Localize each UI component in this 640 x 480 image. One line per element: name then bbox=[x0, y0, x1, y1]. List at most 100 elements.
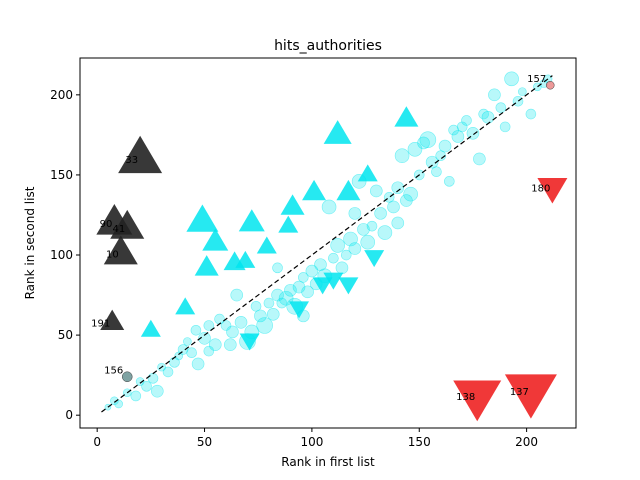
data-point bbox=[400, 194, 413, 207]
plot-frame bbox=[79, 57, 577, 429]
data-point bbox=[348, 242, 362, 255]
data-point bbox=[263, 297, 275, 309]
triangle-up-point bbox=[235, 250, 256, 268]
data-point bbox=[186, 347, 197, 359]
data-point bbox=[114, 399, 123, 409]
triangle-up-point bbox=[238, 209, 265, 232]
highlight-triangle-down bbox=[537, 178, 568, 204]
data-point bbox=[456, 121, 468, 133]
point-label: 138 bbox=[456, 392, 475, 403]
triangle-up-point bbox=[323, 120, 352, 144]
data-point bbox=[499, 121, 511, 133]
highlight-triangle-up bbox=[103, 235, 138, 265]
data-point bbox=[370, 184, 383, 198]
y-tick-label: 100 bbox=[50, 248, 73, 262]
data-point bbox=[403, 186, 418, 202]
axis-ticks: 0 50 100 150 200 0 50 100 150 200 bbox=[50, 88, 538, 449]
data-point bbox=[224, 338, 237, 352]
data-point bbox=[298, 272, 309, 283]
data-point bbox=[305, 264, 319, 278]
point-label: 90 bbox=[100, 219, 113, 230]
data-point bbox=[183, 337, 192, 346]
triangle-down-point bbox=[239, 333, 260, 351]
data-point bbox=[141, 381, 152, 392]
data-point bbox=[335, 261, 349, 275]
data-point bbox=[203, 345, 215, 357]
point-label: 157 bbox=[527, 74, 546, 85]
highlight-triangle-up bbox=[100, 309, 125, 331]
data-point bbox=[250, 300, 262, 312]
data-point bbox=[348, 207, 362, 220]
data-point bbox=[208, 338, 222, 352]
data-point bbox=[328, 252, 339, 264]
data-point bbox=[254, 309, 267, 323]
data-point bbox=[366, 220, 378, 232]
triangle-down-point bbox=[312, 277, 333, 295]
x-axis-label: Rank in first list bbox=[281, 455, 375, 469]
triangle-up-point bbox=[336, 179, 361, 201]
highlight-triangle-down bbox=[504, 374, 557, 419]
chart-title: hits_authorities bbox=[274, 38, 382, 54]
data-point bbox=[284, 283, 297, 297]
data-point bbox=[481, 110, 495, 124]
data-point bbox=[435, 150, 447, 162]
data-point bbox=[417, 136, 430, 150]
triangle-up-point bbox=[256, 236, 277, 254]
data-point bbox=[234, 315, 248, 329]
triangle-down-point bbox=[338, 277, 359, 295]
point-label: 191 bbox=[91, 318, 110, 329]
highlight-triangle-up bbox=[110, 209, 145, 239]
data-point bbox=[230, 288, 244, 302]
point-label: 180 bbox=[531, 184, 550, 195]
y-tick-label: 50 bbox=[58, 328, 73, 342]
diagonal-line bbox=[101, 75, 553, 413]
data-point bbox=[272, 262, 283, 274]
data-marks: 156 157 33 90 41 10 191 180 138 137 bbox=[91, 71, 568, 422]
data-point bbox=[525, 108, 537, 120]
data-point bbox=[391, 216, 405, 230]
highlight-triangle-up bbox=[118, 135, 163, 174]
triangle-up-point bbox=[280, 194, 305, 215]
data-point bbox=[110, 396, 119, 406]
data-point bbox=[461, 115, 472, 126]
highlight-point bbox=[121, 371, 133, 382]
triangle-up-point bbox=[302, 179, 327, 201]
data-point bbox=[198, 332, 211, 345]
x-tick-label: 200 bbox=[515, 435, 538, 449]
data-point bbox=[473, 152, 486, 166]
data-point bbox=[518, 87, 527, 96]
data-point bbox=[330, 238, 345, 253]
triangle-up-point bbox=[186, 204, 219, 232]
data-point bbox=[425, 155, 439, 169]
triangle-up-point bbox=[357, 164, 378, 182]
data-point bbox=[226, 325, 239, 339]
triangle-up-point bbox=[140, 319, 161, 337]
data-point bbox=[360, 234, 376, 250]
point-label: 137 bbox=[510, 387, 529, 398]
highlight-triangle-down bbox=[453, 380, 502, 422]
point-label: 33 bbox=[125, 155, 138, 166]
data-point bbox=[150, 384, 164, 398]
y-axis-label: Rank in second list bbox=[23, 186, 37, 299]
point-label: 10 bbox=[106, 249, 119, 260]
data-point bbox=[162, 366, 174, 378]
data-point bbox=[321, 199, 337, 215]
x-tick-label: 50 bbox=[197, 435, 212, 449]
data-point bbox=[220, 320, 232, 331]
triangle-up-point bbox=[194, 255, 219, 276]
data-point bbox=[147, 373, 159, 384]
data-point bbox=[444, 176, 455, 187]
triangle-up-point bbox=[175, 297, 196, 315]
data-point bbox=[190, 324, 202, 336]
y-tick-label: 200 bbox=[50, 88, 73, 102]
triangle-down-point bbox=[289, 301, 310, 319]
data-point bbox=[394, 148, 410, 164]
data-point bbox=[495, 102, 507, 113]
data-point bbox=[130, 390, 142, 402]
data-point bbox=[374, 207, 387, 220]
data-point bbox=[256, 317, 273, 334]
data-point bbox=[488, 88, 501, 102]
data-point bbox=[387, 200, 400, 214]
data-point bbox=[431, 166, 442, 178]
